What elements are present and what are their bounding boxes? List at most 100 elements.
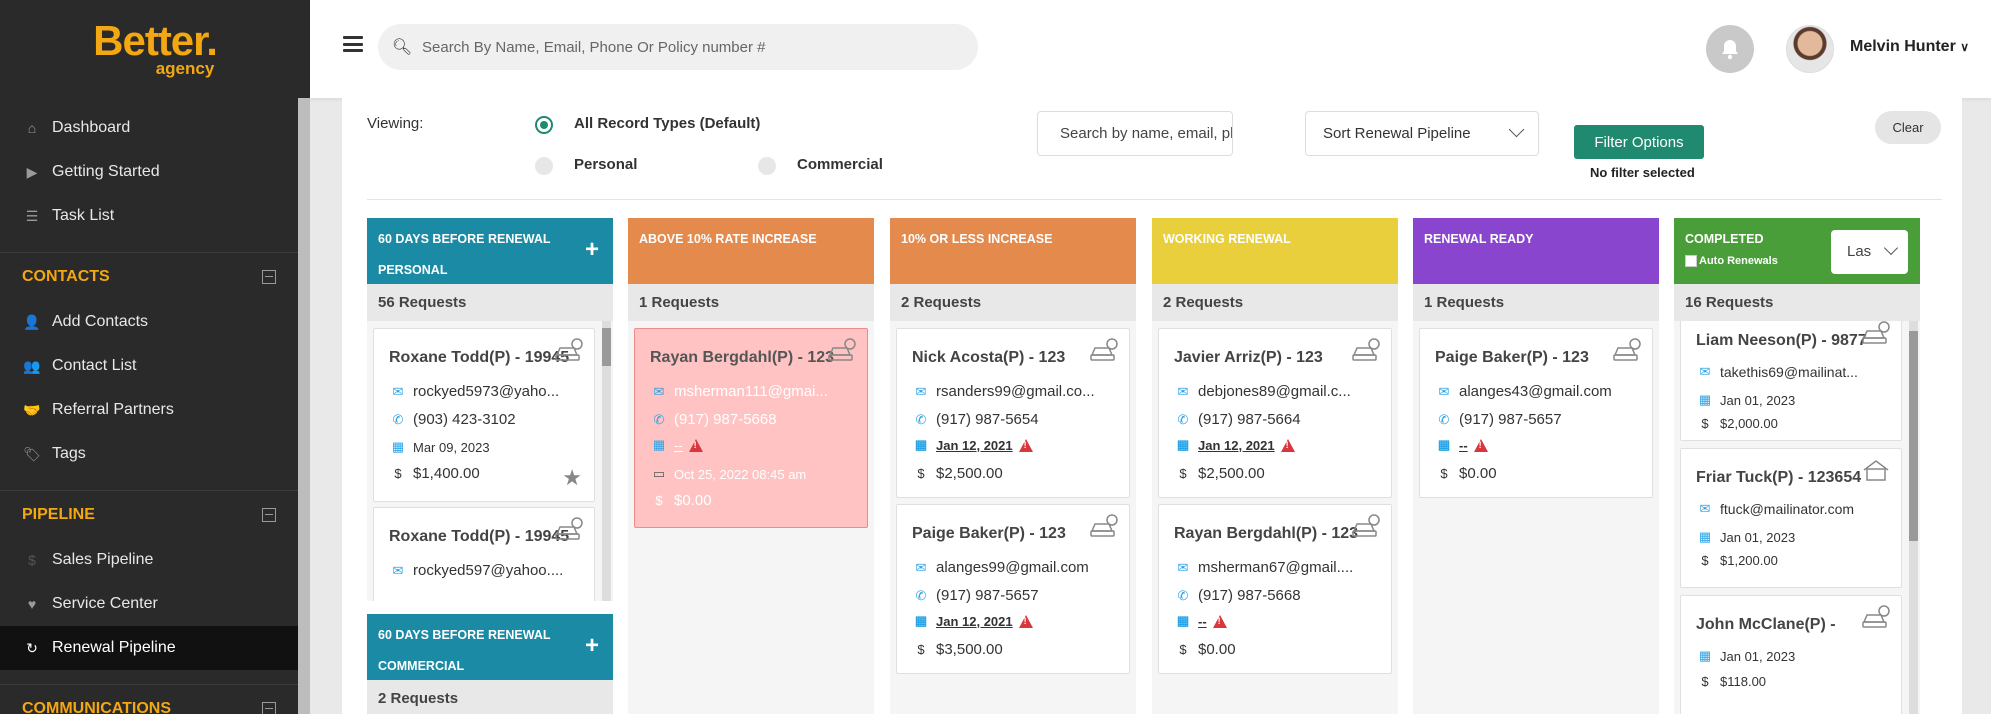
column-working-renewal: WORKING RENEWAL 2 Requests Javier Arriz(… — [1152, 218, 1398, 714]
section-contacts[interactable]: CONTACTS — [0, 252, 310, 300]
collapse-icon[interactable] — [262, 507, 276, 522]
sidebar-scrollbar[interactable] — [298, 98, 310, 714]
sidebar-item-getting-started[interactable]: ▶ Getting Started — [0, 150, 310, 194]
radio-label-personal: Personal — [574, 156, 638, 173]
calendar-icon: ▦ — [652, 437, 666, 452]
global-search: 🔍︎ — [378, 24, 978, 70]
request-card[interactable]: Roxane Todd(P) - 19945 ✉ rockyed5973@yaho… — [373, 328, 595, 502]
dollar-icon: $ — [655, 493, 663, 508]
auto-renewals-checkbox[interactable]: Auto Renewals — [1685, 254, 1778, 268]
car-icon — [828, 338, 856, 361]
users-icon: 👥 — [23, 357, 41, 374]
car-icon — [1352, 514, 1380, 537]
column-scrollbar-thumb[interactable] — [1909, 331, 1918, 541]
clear-button[interactable]: Clear — [1875, 111, 1941, 144]
car-icon — [1090, 338, 1118, 361]
email-icon: ✉ — [915, 559, 927, 575]
column-body: Rayan Bergdahl(P) - 123 ✉ msherman111@gma… — [628, 321, 874, 714]
radio-all-record-types[interactable] — [535, 116, 553, 134]
collapse-icon[interactable] — [262, 269, 276, 284]
email-icon: ✉ — [1699, 364, 1711, 379]
section-pipeline[interactable]: PIPELINE — [0, 490, 310, 538]
search-icon: 🔍︎ — [391, 39, 413, 56]
request-card[interactable]: Paige Baker(P) - 123 ✉ alanges43@gmail.co… — [1419, 328, 1653, 498]
section-communications[interactable]: COMMUNICATIONS — [0, 684, 310, 714]
request-card[interactable]: Friar Tuck(P) - 123654 ✉ ftuck@mailinator… — [1680, 448, 1902, 588]
sidebar-item-task-list[interactable]: ☰ Task List — [0, 194, 310, 238]
request-count: 1 Requests — [628, 284, 874, 321]
sidebar-item-add-contacts[interactable]: 👤 Add Contacts — [23, 313, 149, 330]
car-icon — [555, 338, 583, 361]
email-icon: ✉ — [392, 562, 404, 578]
completed-range-select[interactable]: Las — [1831, 230, 1908, 274]
radio-label-commercial: Commercial — [797, 156, 883, 173]
renewal-pipeline-board: Viewing: All Record Types (Default) Pers… — [342, 98, 1962, 714]
car-icon — [555, 517, 583, 540]
column-body: Roxane Todd(P) - 19945 ✉ rockyed5973@yaho… — [367, 321, 613, 601]
calendar-outline-icon: ▭ — [652, 466, 666, 481]
calendar-icon: ▦ — [1437, 437, 1451, 452]
dollar-icon: $ — [1701, 674, 1709, 689]
email-icon: ✉ — [1177, 559, 1189, 575]
add-icon[interactable]: + — [584, 632, 599, 659]
collapse-icon[interactable] — [262, 701, 276, 714]
request-card[interactable]: Javier Arriz(P) - 123 ✉ debjones89@gmail.… — [1158, 328, 1392, 498]
phone-icon: ✆ — [915, 411, 927, 427]
divider — [367, 199, 1942, 200]
sort-select[interactable]: Sort Renewal Pipeline — [1305, 111, 1539, 156]
column-scrollbar[interactable] — [602, 321, 611, 601]
email-icon: ✉ — [1438, 383, 1450, 399]
warning-icon — [1212, 614, 1227, 628]
heart-icon: ♥ — [27, 596, 37, 612]
request-count: 56 Requests — [367, 284, 613, 321]
add-icon[interactable]: + — [584, 236, 599, 263]
dollar-icon: $ — [1179, 642, 1187, 657]
column-header: 60 DAYS BEFORE RENEWAL COMMERCIAL + — [367, 614, 613, 680]
hamburger-icon[interactable] — [343, 36, 363, 52]
sidebar-item-referral-partners[interactable]: 🤝 Referral Partners — [23, 401, 174, 418]
chevron-down-icon — [1883, 240, 1899, 256]
sidebar-item-service-center[interactable]: ♥ Service Center — [0, 582, 310, 626]
request-count: 2 Requests — [890, 284, 1136, 321]
home-icon: ⌂ — [27, 120, 37, 136]
dollar-icon: $ — [28, 552, 36, 568]
column-60-days-before-renewal: 60 DAYS BEFORE RENEWAL PERSONAL + 56 Req… — [367, 218, 613, 714]
email-icon: ✉ — [1177, 383, 1189, 399]
request-card[interactable]: Liam Neeson(P) - 9877 ✉ takethis69@mailin… — [1680, 321, 1902, 441]
request-count: 1 Requests — [1413, 284, 1659, 321]
sidebar-item-tags[interactable]: 🏷 Tags — [23, 445, 86, 462]
request-card[interactable]: John McClane(P) - ▦ Jan 01, 2023 $ $118.00 — [1680, 595, 1902, 714]
sidebar-item-renewal-pipeline[interactable]: ↻ Renewal Pipeline — [0, 626, 310, 670]
sidebar-item-contact-list[interactable]: 👥 Contact List — [23, 357, 137, 374]
request-card[interactable]: Nick Acosta(P) - 123 ✉ rsanders99@gmail.c… — [896, 328, 1130, 498]
car-icon — [1862, 321, 1890, 344]
avatar[interactable] — [1786, 25, 1834, 73]
request-card[interactable]: Rayan Bergdahl(P) - 123 ✉ msherman111@gma… — [634, 328, 868, 528]
sidebar-item-dashboard[interactable]: ⌂ Dashboard — [0, 106, 310, 150]
request-card[interactable]: Roxane Todd(P) - 19945 ✉ rockyed597@yahoo… — [373, 507, 595, 601]
radio-personal[interactable] — [535, 157, 553, 175]
logo[interactable]: Better. agency — [0, 0, 310, 98]
column-body: Nick Acosta(P) - 123 ✉ rsanders99@gmail.c… — [890, 321, 1136, 714]
request-card[interactable]: Paige Baker(P) - 123 ✉ alanges99@gmail.co… — [896, 504, 1130, 674]
user-menu[interactable]: Melvin Hunter ∨ — [1850, 38, 1970, 55]
global-search-input[interactable] — [422, 38, 962, 56]
notification-bell-icon[interactable] — [1706, 25, 1754, 73]
sidebar-item-sales-pipeline[interactable]: $ Sales Pipeline — [0, 538, 310, 582]
tags-icon: 🏷 — [23, 445, 41, 462]
star-icon[interactable]: ★ — [562, 465, 582, 490]
viewing-label: Viewing: — [367, 115, 424, 132]
list-icon: ☰ — [25, 207, 39, 224]
calendar-icon: ▦ — [1176, 437, 1190, 452]
board-search-input[interactable] — [1037, 111, 1233, 156]
filter-options-button[interactable]: Filter Options — [1574, 125, 1704, 159]
column-completed: COMPLETED Auto Renewals Las 16 Requests … — [1674, 218, 1920, 714]
calendar-icon: ▦ — [1698, 529, 1712, 544]
calendar-icon: ▦ — [1176, 613, 1190, 628]
column-above-10-rate-increase: ABOVE 10% RATE INCREASE 1 Requests Rayan… — [628, 218, 874, 714]
column-scrollbar-thumb[interactable] — [602, 328, 611, 366]
request-card[interactable]: Rayan Bergdahl(P) - 123 ✉ msherman67@gmai… — [1158, 504, 1392, 674]
radio-commercial[interactable] — [758, 157, 776, 175]
request-count: 2 Requests — [1152, 284, 1398, 321]
logo-brand: Better. — [93, 17, 218, 64]
